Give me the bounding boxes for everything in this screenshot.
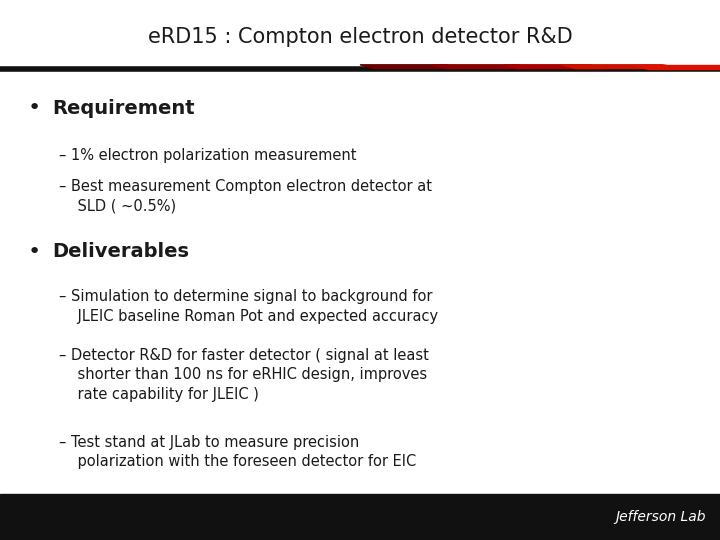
Text: •: • — [28, 241, 41, 262]
Polygon shape — [504, 65, 605, 69]
Text: – Best measurement Compton electron detector at
    SLD ( ~0.5%): – Best measurement Compton electron dete… — [59, 179, 432, 213]
Text: Jefferson Lab: Jefferson Lab — [615, 510, 706, 524]
Text: – Test stand at JLab to measure precision
    polarization with the foreseen det: – Test stand at JLab to measure precisio… — [59, 435, 416, 469]
Text: Deliverables: Deliverables — [52, 242, 189, 261]
Text: – 1% electron polarization measurement: – 1% electron polarization measurement — [59, 148, 356, 164]
Polygon shape — [432, 65, 533, 69]
Text: – Detector R&D for faster detector ( signal at least
    shorter than 100 ns for: – Detector R&D for faster detector ( sig… — [59, 348, 429, 402]
Polygon shape — [634, 65, 720, 69]
Bar — [0, 494, 720, 540]
Text: – Simulation to determine signal to background for
    JLEIC baseline Roman Pot : – Simulation to determine signal to back… — [59, 289, 438, 323]
Text: Requirement: Requirement — [52, 98, 194, 118]
Polygon shape — [360, 65, 461, 69]
Text: eRD15 : Compton electron detector R&D: eRD15 : Compton electron detector R&D — [148, 26, 572, 47]
Text: •: • — [28, 98, 41, 118]
Polygon shape — [562, 65, 684, 69]
